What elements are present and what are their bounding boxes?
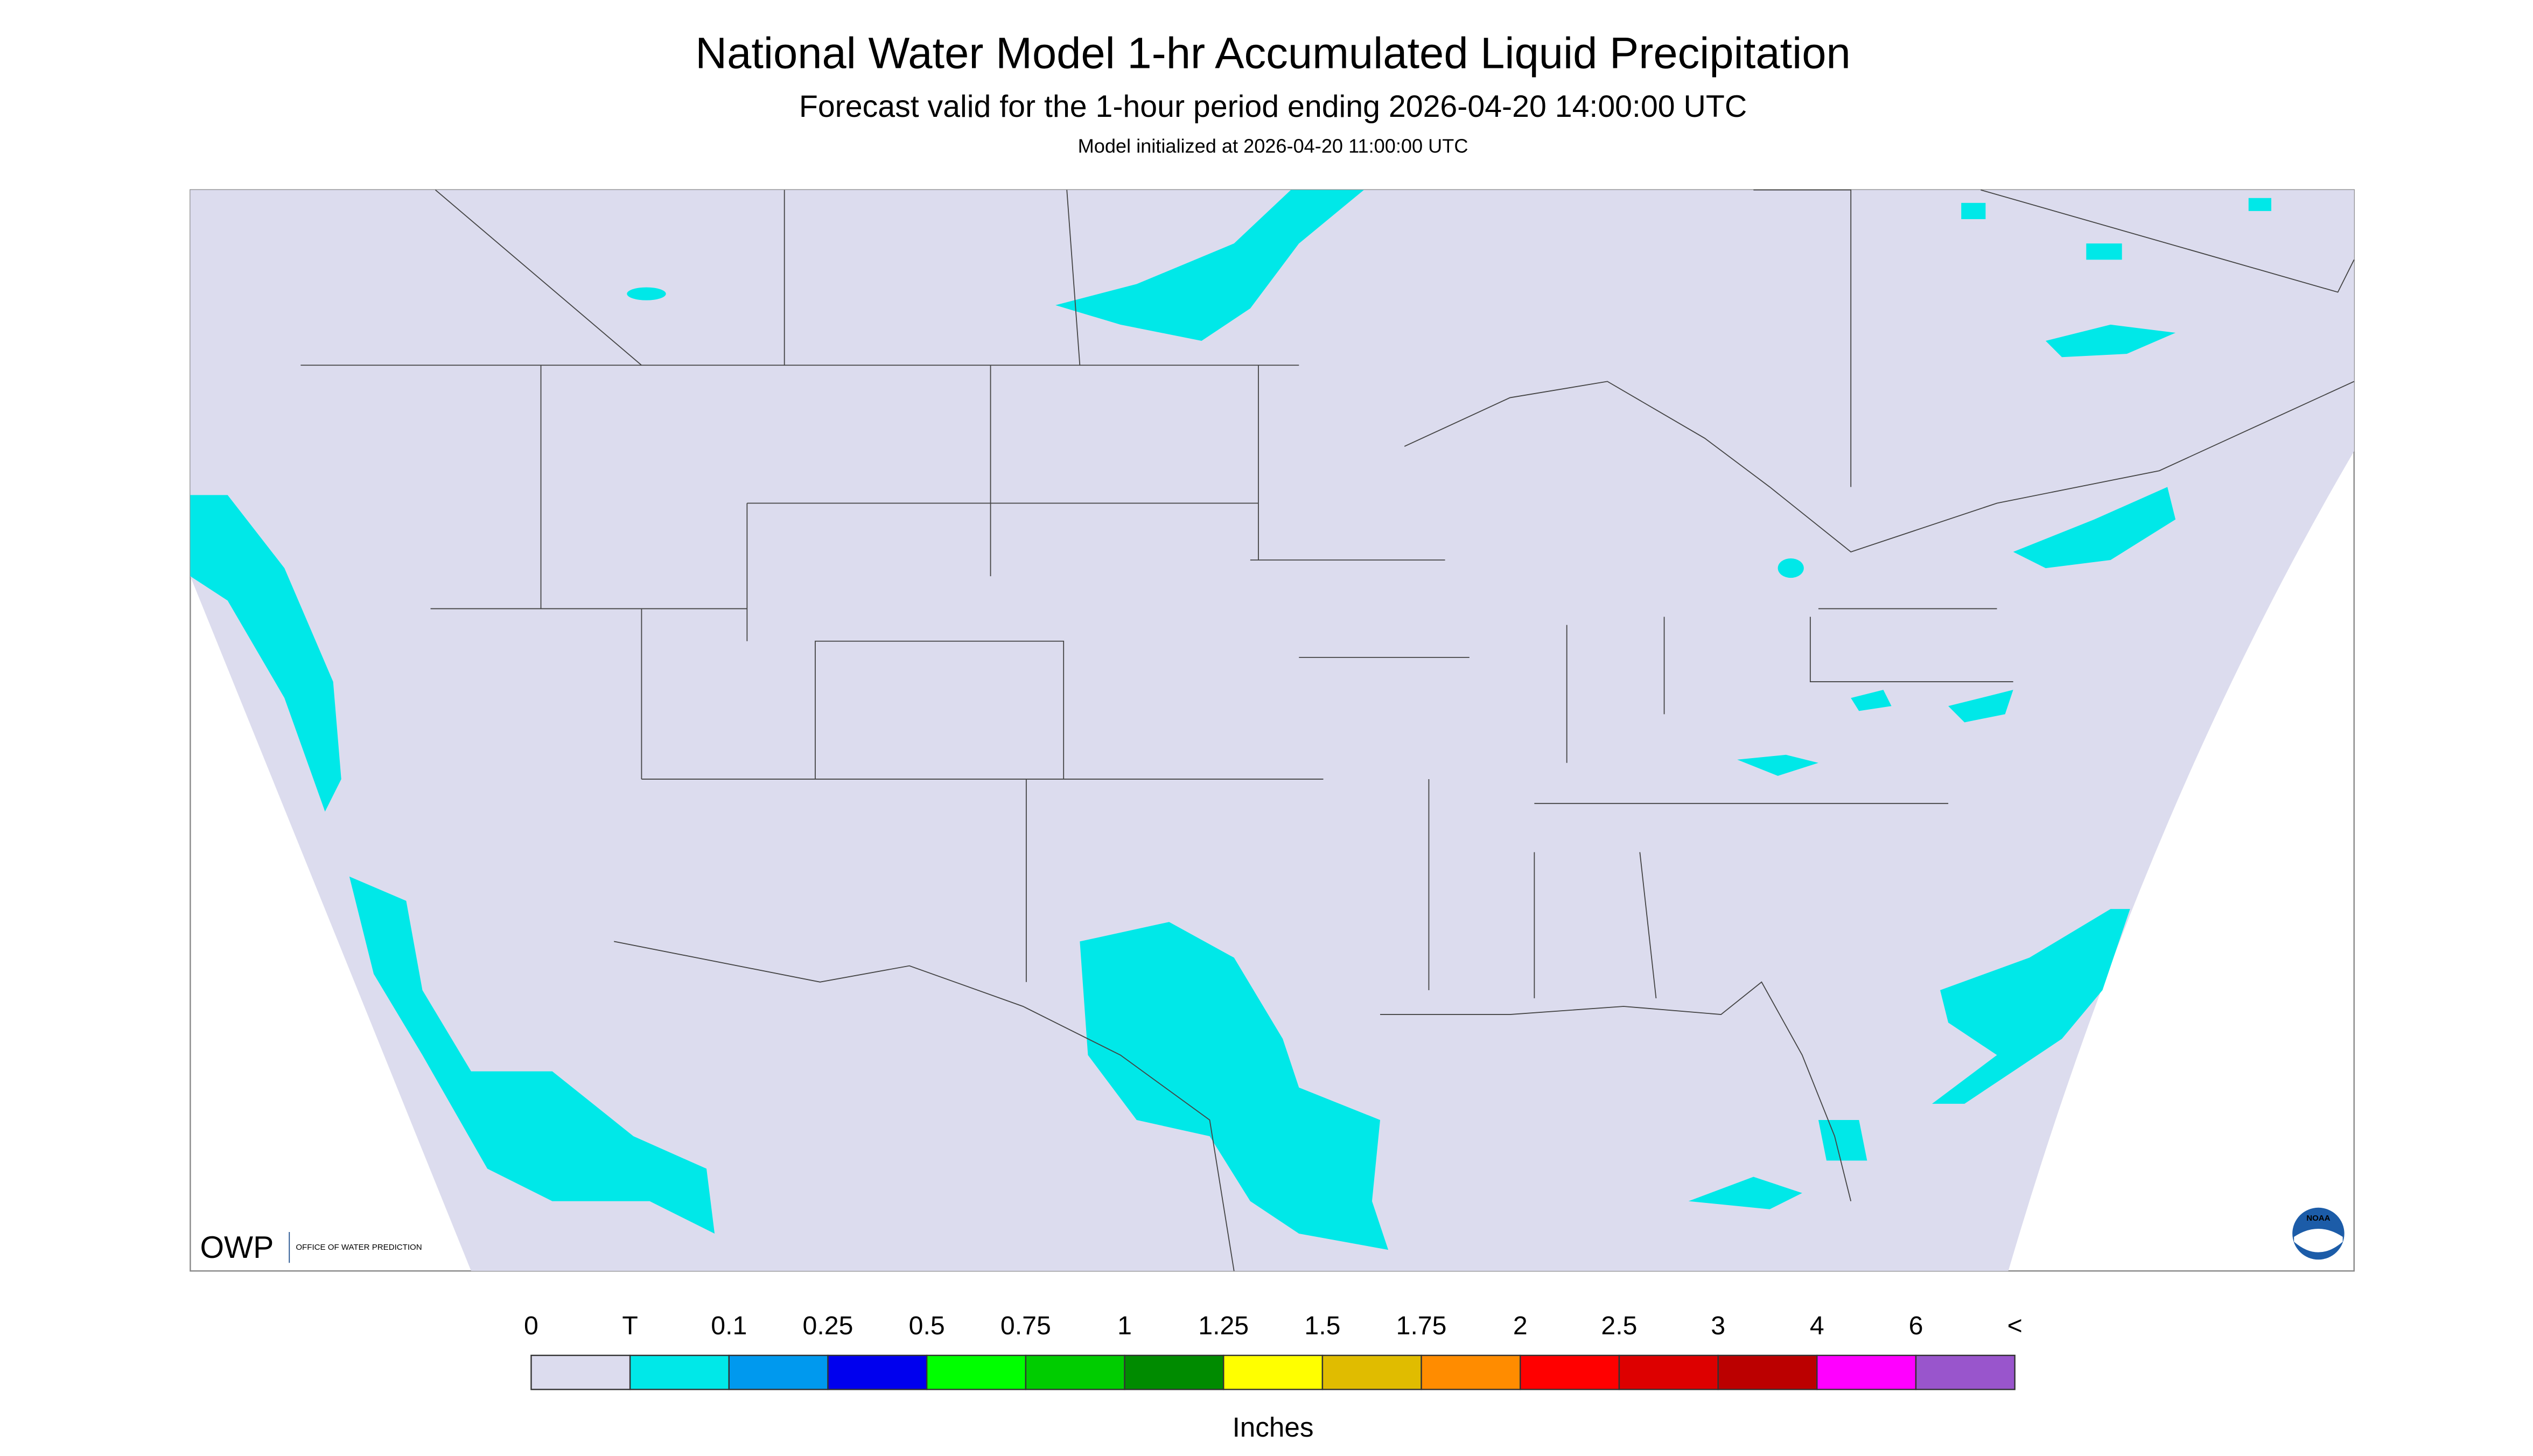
legend-swatch <box>1520 1354 1620 1390</box>
legend-swatch <box>1421 1354 1521 1390</box>
legend-label: 2 <box>1513 1311 1528 1340</box>
legend-swatch <box>1025 1354 1125 1390</box>
legend-swatch <box>530 1354 631 1390</box>
noaa-logo-text: NOAA <box>2306 1214 2330 1223</box>
legend-swatch <box>1915 1354 2016 1390</box>
legend-swatch <box>1618 1354 1719 1390</box>
model-domain <box>190 190 2354 1271</box>
owp-logo-text: OWP <box>200 1230 274 1265</box>
legend-swatch <box>1124 1354 1224 1390</box>
legend-unit: Inches <box>1233 1412 1314 1443</box>
legend-swatch <box>827 1354 928 1390</box>
legend-label: 1.75 <box>1396 1311 1447 1340</box>
title: National Water Model 1-hr Accumulated Li… <box>695 29 1850 78</box>
owp-logo: OWP OFFICE OF WATER PREDICTION <box>200 1230 422 1265</box>
legend-label: 1.5 <box>1304 1311 1340 1340</box>
map: OWP OFFICE OF WATER PREDICTION NOAA <box>190 189 2355 1272</box>
subtitle: Forecast valid for the 1-hour period end… <box>799 89 1747 124</box>
legend-label: 0 <box>524 1311 538 1340</box>
legend-label: T <box>622 1311 638 1340</box>
legend-swatch <box>1717 1354 1818 1390</box>
legend-label: 1 <box>1117 1311 1132 1340</box>
init-time: Model initialized at 2026-04-20 11:00:00… <box>1078 135 1468 157</box>
legend-label: < <box>2007 1311 2023 1340</box>
owp-name: OFFICE OF WATER PREDICTION <box>296 1243 422 1252</box>
legend-label: 1.25 <box>1198 1311 1249 1340</box>
legend-label: 3 <box>1711 1311 1725 1340</box>
legend-swatch <box>629 1354 730 1390</box>
legend-swatch <box>1223 1354 1324 1390</box>
legend-swatch <box>1321 1354 1422 1390</box>
legend-swatch <box>926 1354 1027 1390</box>
legend: Inches 0 T 0.1 0.25 0.5 0.75 1 1.25 1.5 1.75 2 2.5 3… <box>524 1311 2023 1443</box>
legend-label: 4 <box>1810 1311 1824 1340</box>
noaa-logo: NOAA <box>2292 1207 2345 1260</box>
legend-swatch <box>728 1354 829 1390</box>
legend-label: 0.1 <box>711 1311 747 1340</box>
legend-label: 6 <box>1909 1311 1923 1340</box>
rain-areas <box>190 190 2271 1250</box>
legend-label: 0.25 <box>803 1311 853 1340</box>
legend-label: 0.5 <box>909 1311 945 1340</box>
legend-swatch <box>1816 1354 1917 1390</box>
borders <box>300 189 2355 1271</box>
legend-label: 0.75 <box>1000 1311 1051 1340</box>
legend-label: 2.5 <box>1601 1311 1637 1340</box>
